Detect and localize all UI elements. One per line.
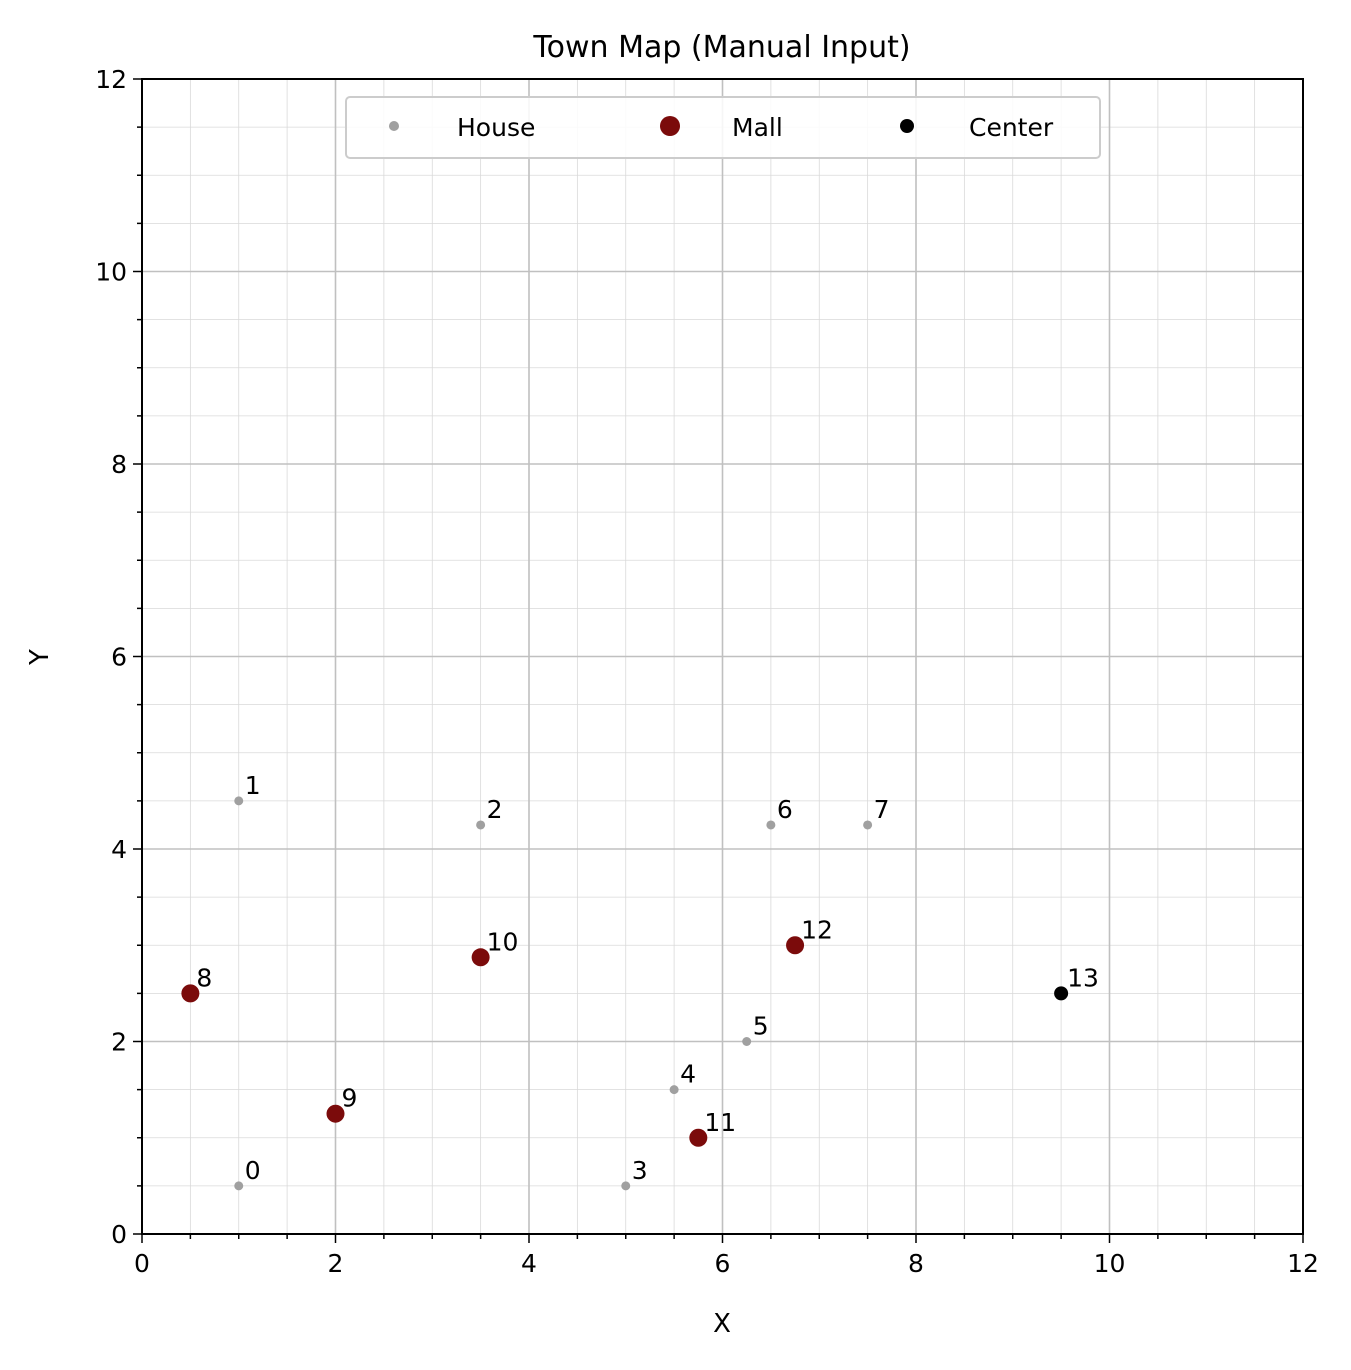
- mall-point-12: [786, 936, 805, 955]
- y-tick-label: 0: [111, 1220, 127, 1249]
- mall-point-11: [689, 1128, 708, 1147]
- house-point-1: [234, 796, 244, 806]
- house-point-2: [476, 820, 486, 830]
- point-label-13: 13: [1067, 963, 1099, 992]
- legend-label-center: Center: [969, 113, 1054, 142]
- point-label-6: 6: [777, 795, 793, 824]
- legend-label-mall: Mall: [732, 113, 783, 142]
- chart-title: Town Map (Manual Input): [532, 30, 910, 65]
- major-grid: [141, 78, 1304, 1235]
- point-label-12: 12: [801, 915, 833, 944]
- house-point-5: [742, 1037, 752, 1046]
- point-label-3: 3: [632, 1156, 648, 1185]
- house-point-6: [766, 820, 776, 830]
- x-tick-label: 12: [1287, 1249, 1319, 1278]
- legend-marker-center: [900, 119, 914, 133]
- y-tick-label: 10: [95, 258, 127, 287]
- y-axis-label: Y: [25, 649, 55, 666]
- point-label-9: 9: [342, 1084, 358, 1113]
- house-point-3: [621, 1181, 631, 1191]
- house-point-7: [863, 820, 873, 830]
- mall-point-9: [326, 1104, 345, 1123]
- x-tick-label: 2: [328, 1249, 344, 1278]
- x-tick-label: 6: [715, 1249, 731, 1278]
- y-tick-label: 4: [111, 835, 127, 864]
- plot-frame: [141, 78, 1304, 1235]
- point-label-4: 4: [680, 1060, 696, 1089]
- point-label-11: 11: [704, 1108, 736, 1137]
- house-point-4: [669, 1085, 679, 1095]
- legend-marker-mall: [660, 116, 680, 136]
- point-label-0: 0: [245, 1156, 261, 1185]
- x-tick-label: 8: [908, 1249, 924, 1278]
- y-tick-label: 2: [111, 1028, 127, 1057]
- mall-point-8: [181, 984, 200, 1003]
- point-label-7: 7: [874, 795, 890, 824]
- x-tick-label: 10: [1094, 1249, 1126, 1278]
- y-tick-label: 6: [111, 643, 127, 672]
- legend-marker-house: [389, 121, 399, 131]
- y-tick-label: 8: [111, 450, 127, 479]
- point-label-10: 10: [487, 927, 519, 956]
- point-label-5: 5: [753, 1012, 769, 1041]
- point-label-8: 8: [196, 963, 212, 992]
- x-tick-label: 4: [521, 1249, 537, 1278]
- x-tick-label: 0: [134, 1249, 150, 1278]
- center-point-13: [1054, 986, 1069, 1001]
- point-label-2: 2: [487, 795, 503, 824]
- x-axis-label: X: [713, 1309, 731, 1339]
- house-point-0: [234, 1181, 244, 1191]
- y-tick-label: 12: [95, 65, 127, 94]
- legend: House Mall Center: [345, 96, 1101, 159]
- mall-point-10: [471, 948, 490, 967]
- legend-label-house: House: [457, 113, 535, 142]
- point-label-1: 1: [245, 771, 261, 800]
- legend-box: [345, 96, 1101, 159]
